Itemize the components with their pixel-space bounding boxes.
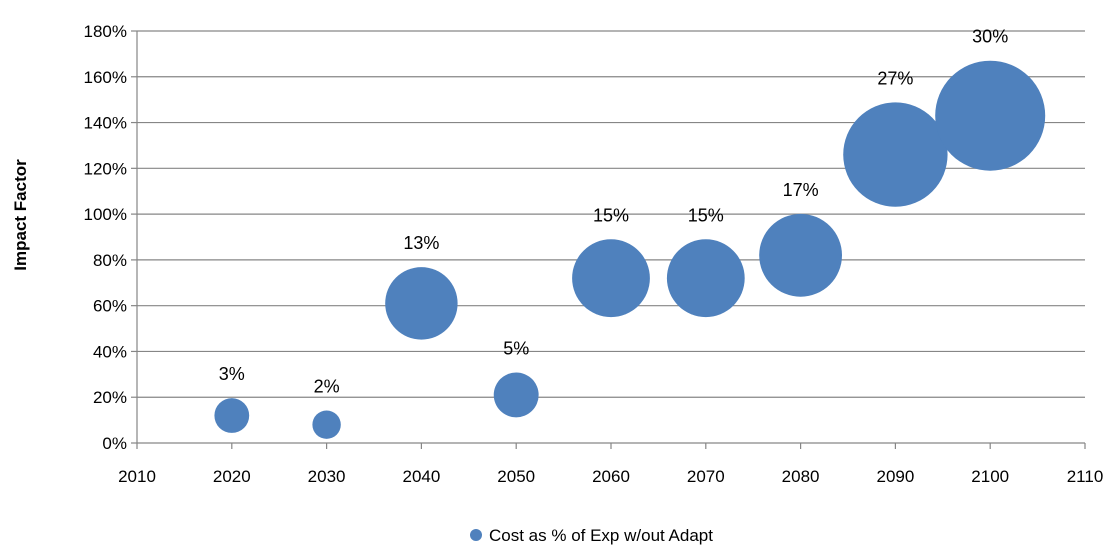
x-tick-label: 2090 bbox=[876, 467, 914, 486]
bubble bbox=[493, 372, 539, 418]
bubble bbox=[572, 239, 650, 318]
y-tick-labels: 0% 20% 40% 60% 80% 100% 120% 140% 160% 180% bbox=[84, 22, 127, 453]
data-label: 30% bbox=[972, 27, 1008, 47]
bubbles bbox=[214, 60, 1046, 439]
legend-marker bbox=[470, 529, 482, 541]
x-tick-label: 2070 bbox=[687, 467, 725, 486]
data-labels: 3% 2% 13% 5% 15% 15% 17% 27% 30% bbox=[219, 27, 1008, 397]
x-tick-label: 2020 bbox=[213, 467, 251, 486]
bubble bbox=[214, 398, 250, 433]
y-tick-label: 180% bbox=[84, 22, 127, 41]
x-tick-label: 2080 bbox=[782, 467, 820, 486]
data-label: 17% bbox=[783, 180, 819, 200]
data-label: 5% bbox=[503, 338, 529, 358]
x-tick-label: 2030 bbox=[308, 467, 346, 486]
y-axis-title: Impact Factor bbox=[11, 159, 30, 271]
y-tick-label: 80% bbox=[93, 251, 127, 270]
x-tick-label: 2010 bbox=[118, 467, 156, 486]
y-tick-label: 140% bbox=[84, 114, 127, 133]
data-label: 3% bbox=[219, 364, 245, 384]
data-label: 27% bbox=[877, 68, 913, 88]
y-tick-label: 160% bbox=[84, 68, 127, 87]
bubble bbox=[843, 102, 948, 207]
x-tick-label: 2110 bbox=[1067, 467, 1104, 486]
bubble bbox=[385, 267, 458, 340]
y-tick-label: 0% bbox=[102, 434, 127, 453]
data-label: 15% bbox=[688, 205, 724, 225]
axes bbox=[136, 31, 1086, 449]
x-tick-label: 2060 bbox=[592, 467, 630, 486]
bubble bbox=[666, 239, 745, 318]
x-tick-label: 2100 bbox=[971, 467, 1009, 486]
data-label: 13% bbox=[403, 233, 439, 253]
data-label: 15% bbox=[593, 205, 629, 225]
legend-label: Cost as % of Exp w/out Adapt bbox=[489, 526, 713, 545]
x-tick-label: 2050 bbox=[497, 467, 535, 486]
y-tick-label: 60% bbox=[93, 297, 127, 316]
x-tick-labels: 2010 2020 2030 2040 2050 2060 2070 2080 2090 2100… bbox=[118, 467, 1103, 486]
y-tick-label: 120% bbox=[84, 159, 127, 178]
data-label: 2% bbox=[314, 376, 340, 396]
y-tick-label: 100% bbox=[84, 205, 127, 224]
y-tick-label: 40% bbox=[93, 342, 127, 361]
legend: Cost as % of Exp w/out Adapt bbox=[470, 526, 713, 545]
bubble bbox=[935, 60, 1046, 171]
bubble bbox=[759, 213, 843, 297]
y-tick-label: 20% bbox=[93, 388, 127, 407]
bubble bbox=[312, 410, 341, 439]
x-tick-label: 2040 bbox=[402, 467, 440, 486]
